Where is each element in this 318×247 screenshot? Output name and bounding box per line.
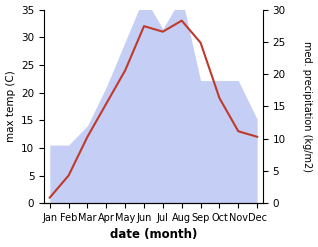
Y-axis label: max temp (C): max temp (C) bbox=[5, 70, 16, 142]
Y-axis label: med. precipitation (kg/m2): med. precipitation (kg/m2) bbox=[302, 41, 313, 172]
X-axis label: date (month): date (month) bbox=[110, 228, 197, 242]
